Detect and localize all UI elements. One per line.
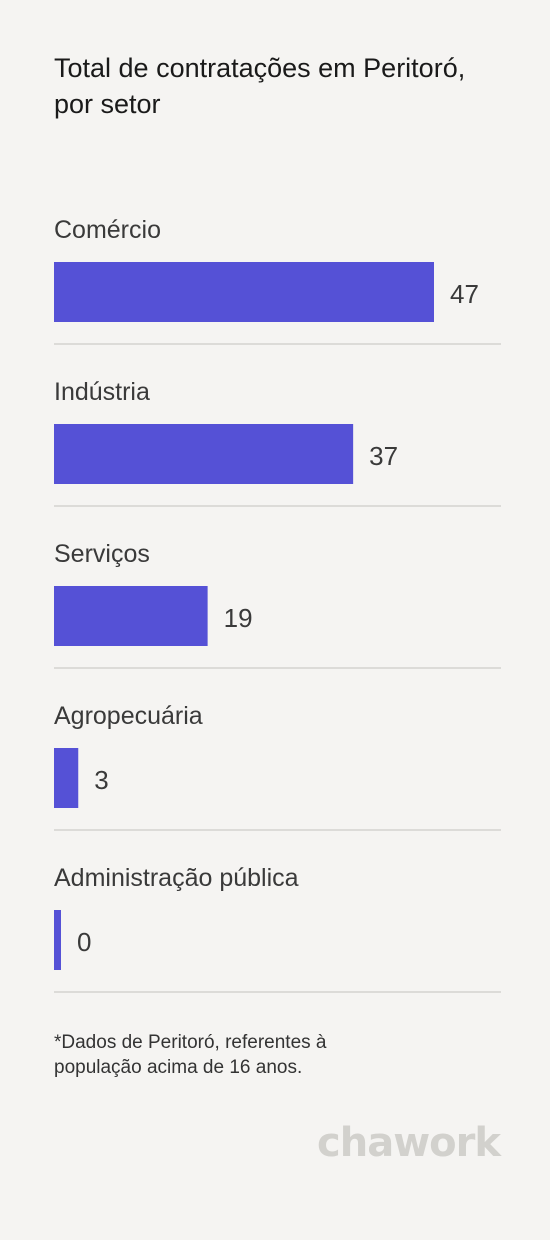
- bar-administracao-publica: [54, 910, 61, 970]
- value-label-agropecuaria: 3: [94, 765, 108, 795]
- category-label-comercio: Comércio: [54, 216, 161, 244]
- bar-industria: [54, 424, 354, 484]
- value-label-servicos: 19: [224, 603, 253, 633]
- bar-agropecuaria: [54, 748, 79, 808]
- bar-servicos: [54, 586, 208, 646]
- value-label-comercio: 47: [450, 279, 479, 309]
- bar-chart: Comércio 47 Indústria 37 Serviços 19 Agropecuá…: [54, 216, 501, 993]
- bar-comercio: [54, 262, 434, 322]
- category-label-industria: Indústria: [54, 378, 150, 406]
- category-label-agropecuaria: Agropecuária: [54, 702, 203, 730]
- chart-title: Total de contratações em Peritoró, por s…: [54, 53, 466, 119]
- footnote: *Dados de Peritoró, referentes à populaç…: [54, 1032, 327, 1078]
- category-label-servicos: Serviços: [54, 540, 150, 568]
- value-label-administracao-publica: 0: [77, 927, 91, 957]
- brand-logo: chawork: [317, 1120, 501, 1166]
- category-label-administracao-publica: Administração pública: [54, 864, 299, 892]
- value-label-industria: 37: [369, 441, 398, 471]
